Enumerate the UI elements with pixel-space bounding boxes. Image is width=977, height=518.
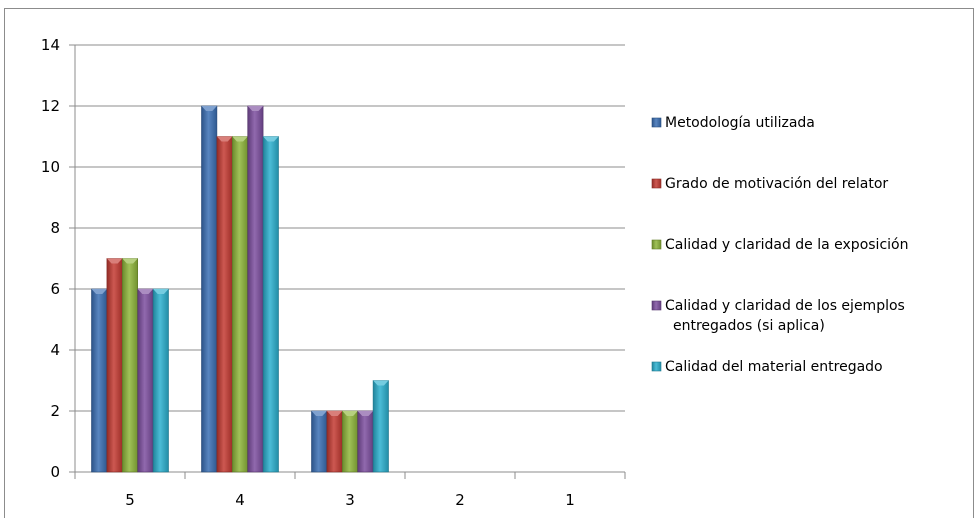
bar (91, 288, 108, 473)
bar (341, 410, 358, 473)
x-tick-label: 5 (125, 491, 135, 508)
bar (357, 410, 374, 473)
bar (326, 410, 343, 473)
legend-item: Grado de motivación del relator (651, 176, 888, 192)
bars (91, 105, 389, 473)
x-tick-label: 3 (345, 491, 355, 508)
y-tick-label: 0 (50, 463, 60, 481)
bar (106, 258, 123, 473)
legend-label: Calidad del material entregado (665, 359, 883, 375)
y-tick-label: 2 (50, 402, 60, 420)
legend-swatch (651, 239, 662, 250)
y-tick-label: 4 (50, 341, 60, 359)
bar (372, 380, 389, 473)
bar (122, 258, 139, 473)
legend-label: Metodología utilizada (665, 115, 815, 131)
bar (152, 288, 169, 473)
bar (311, 410, 328, 473)
x-tick-label: 2 (455, 491, 465, 508)
legend-swatch (651, 361, 662, 372)
y-tick-label: 12 (41, 97, 60, 115)
legend-item: Calidad y claridad de la exposición (651, 237, 908, 253)
legend-label: Grado de motivación del relator (665, 176, 888, 192)
legend-swatch (651, 300, 662, 311)
bar (262, 136, 279, 473)
y-tick-label: 8 (50, 219, 60, 237)
x-tick-label: 4 (235, 491, 245, 508)
bar (201, 105, 218, 473)
bar (137, 288, 154, 473)
legend-label: Calidad y claridad de los ejemplos entreg… (665, 298, 905, 334)
legend-item: Metodología utilizada (651, 115, 815, 131)
y-tick-label: 10 (41, 158, 60, 176)
axes: 0 2 4 6 8 10 12 14 5 4 3 2 1 (41, 36, 626, 508)
y-tick-label: 6 (50, 280, 60, 298)
y-tick-label: 14 (41, 36, 60, 54)
legend-item: Calidad del material entregado (651, 359, 883, 375)
legend-swatch (651, 117, 662, 128)
bar (232, 136, 249, 473)
legend: Metodología utilizada Grado de motivación… (651, 115, 908, 375)
legend-swatch (651, 178, 662, 189)
bar (247, 105, 264, 473)
bar (216, 136, 233, 473)
x-tick-label: 1 (565, 491, 575, 508)
legend-label: Calidad y claridad de la exposición (665, 237, 908, 253)
legend-item: Calidad y claridad de los ejemplos entreg… (651, 298, 905, 334)
